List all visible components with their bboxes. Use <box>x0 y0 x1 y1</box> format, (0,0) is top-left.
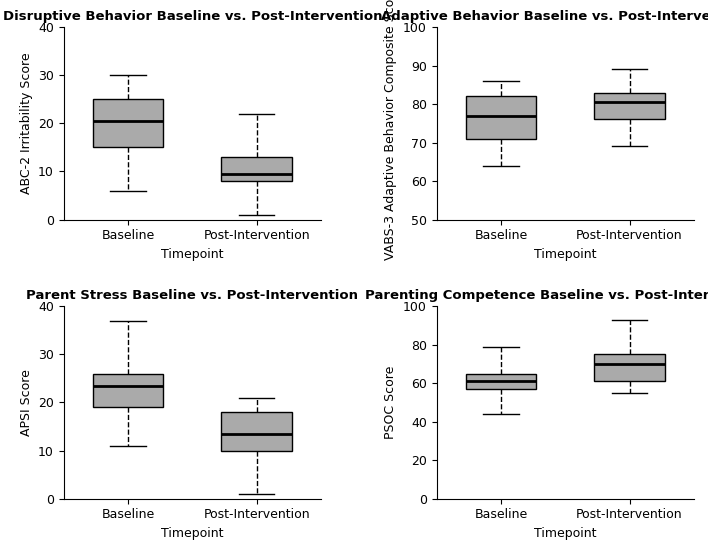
Y-axis label: APSI Score: APSI Score <box>20 369 33 436</box>
PathPatch shape <box>93 99 164 147</box>
PathPatch shape <box>93 373 164 407</box>
X-axis label: Timepoint: Timepoint <box>161 248 224 261</box>
PathPatch shape <box>594 93 665 119</box>
Y-axis label: VABS-3 Adaptive Behavior Composite Score: VABS-3 Adaptive Behavior Composite Score <box>384 0 397 260</box>
Title: Disruptive Behavior Baseline vs. Post-Intervention: Disruptive Behavior Baseline vs. Post-In… <box>3 10 382 23</box>
X-axis label: Timepoint: Timepoint <box>534 248 597 261</box>
Y-axis label: PSOC Score: PSOC Score <box>384 366 397 439</box>
Y-axis label: ABC-2 Irritability Score: ABC-2 Irritability Score <box>20 53 33 194</box>
PathPatch shape <box>594 354 665 381</box>
Title: Adaptive Behavior Baseline vs. Post-Intervention: Adaptive Behavior Baseline vs. Post-Inte… <box>381 10 708 23</box>
PathPatch shape <box>221 412 292 450</box>
X-axis label: Timepoint: Timepoint <box>161 527 224 540</box>
PathPatch shape <box>466 373 537 389</box>
Title: Parent Stress Baseline vs. Post-Intervention: Parent Stress Baseline vs. Post-Interven… <box>26 289 358 302</box>
PathPatch shape <box>221 157 292 181</box>
PathPatch shape <box>466 96 537 139</box>
X-axis label: Timepoint: Timepoint <box>534 527 597 540</box>
Title: Parenting Competence Baseline vs. Post-Intervention: Parenting Competence Baseline vs. Post-I… <box>365 289 708 302</box>
